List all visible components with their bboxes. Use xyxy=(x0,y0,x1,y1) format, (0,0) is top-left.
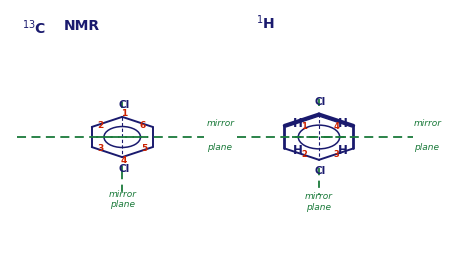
Text: H: H xyxy=(292,117,302,130)
Text: 2: 2 xyxy=(97,121,103,130)
Text: $^{13}$C: $^{13}$C xyxy=(21,19,46,38)
Text: 4: 4 xyxy=(121,156,128,164)
Text: Cl: Cl xyxy=(118,100,129,110)
Text: 4: 4 xyxy=(334,122,339,132)
Text: Cl: Cl xyxy=(314,166,326,176)
Text: 3: 3 xyxy=(334,150,339,159)
Text: plane: plane xyxy=(414,143,439,152)
Text: NMR: NMR xyxy=(64,19,100,33)
Text: 2: 2 xyxy=(301,150,307,159)
Text: plane: plane xyxy=(207,143,232,152)
Text: 1: 1 xyxy=(301,122,307,132)
Text: mirror: mirror xyxy=(414,119,442,128)
Text: H: H xyxy=(292,144,302,157)
Text: mirror: mirror xyxy=(207,119,235,128)
Text: Cl: Cl xyxy=(118,164,129,174)
Text: $^{1}$H: $^{1}$H xyxy=(256,13,275,32)
Text: 5: 5 xyxy=(141,144,147,153)
Text: Cl: Cl xyxy=(314,97,326,107)
Text: H: H xyxy=(338,144,348,157)
Text: plane: plane xyxy=(110,201,135,210)
Text: 1: 1 xyxy=(121,110,127,118)
Text: H: H xyxy=(338,117,348,130)
Text: 3: 3 xyxy=(97,144,103,153)
Text: mirror: mirror xyxy=(305,192,333,201)
Text: 6: 6 xyxy=(139,121,146,130)
Text: plane: plane xyxy=(307,203,331,212)
Text: mirror: mirror xyxy=(108,190,136,199)
